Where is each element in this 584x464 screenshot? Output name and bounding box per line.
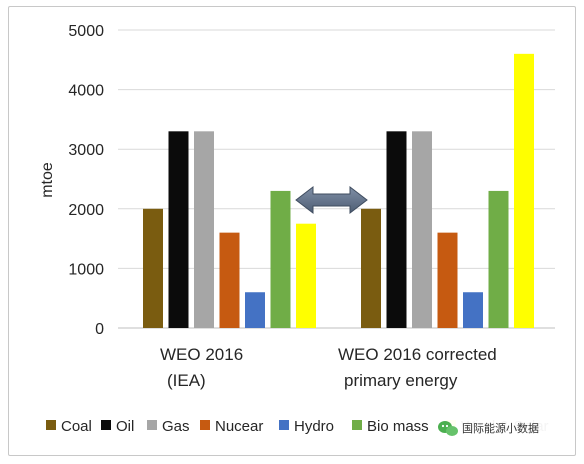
bar-bio-mass bbox=[488, 190, 509, 328]
bar-nucear bbox=[437, 232, 458, 328]
legend-swatch bbox=[200, 420, 210, 430]
y-tick-label: 5000 bbox=[68, 23, 104, 40]
category-labels: WEO 2016 (IEA) WEO 2016 corrected primary e… bbox=[160, 345, 497, 390]
y-tick-label: 3000 bbox=[68, 142, 104, 159]
category-label: (IEA) bbox=[167, 371, 206, 390]
bar-oil bbox=[386, 131, 407, 328]
y-tick-label: 4000 bbox=[68, 83, 104, 100]
legend-label: Bio mass bbox=[367, 418, 429, 435]
bar-hydro bbox=[245, 292, 265, 328]
legend-label: Oil bbox=[116, 418, 134, 435]
double-arrow-annotation bbox=[295, 185, 368, 215]
bar-nucear bbox=[219, 232, 240, 328]
bar-wind-solar bbox=[296, 223, 316, 328]
chart-frame bbox=[8, 6, 576, 456]
bar-oil bbox=[168, 131, 189, 328]
y-axis-ticks: 0 1000 2000 3000 4000 5000 bbox=[68, 23, 104, 338]
bars bbox=[143, 53, 534, 329]
y-tick-label: 0 bbox=[95, 321, 104, 338]
category-label: WEO 2016 bbox=[160, 345, 243, 364]
legend-label: Gas bbox=[162, 418, 190, 435]
category-label: WEO 2016 corrected bbox=[338, 345, 497, 364]
bar-gas bbox=[194, 131, 214, 328]
bar-coal bbox=[143, 208, 163, 328]
legend-swatch bbox=[279, 420, 289, 430]
bar-wind-solar bbox=[514, 53, 534, 329]
watermark: 国际能源小数据 bbox=[433, 416, 571, 440]
bar-gas bbox=[412, 131, 432, 328]
y-tick-label: 2000 bbox=[68, 202, 104, 219]
wechat-icon bbox=[438, 421, 458, 436]
legend-swatch bbox=[46, 420, 56, 430]
watermark-text: 国际能源小数据 bbox=[462, 421, 539, 435]
legend-label: Hydro bbox=[294, 418, 334, 435]
legend-label: Nucear bbox=[215, 418, 263, 435]
bar-coal bbox=[361, 208, 381, 328]
legend-swatch bbox=[147, 420, 157, 430]
y-axis-label: mtoe bbox=[39, 162, 56, 198]
bar-hydro bbox=[463, 292, 483, 328]
legend-swatch bbox=[352, 420, 362, 430]
y-tick-label: 1000 bbox=[68, 261, 104, 278]
category-label: primary energy bbox=[344, 371, 458, 390]
legend-label: Coal bbox=[61, 418, 92, 435]
legend-swatch bbox=[101, 420, 111, 430]
bar-bio-mass bbox=[270, 190, 291, 328]
